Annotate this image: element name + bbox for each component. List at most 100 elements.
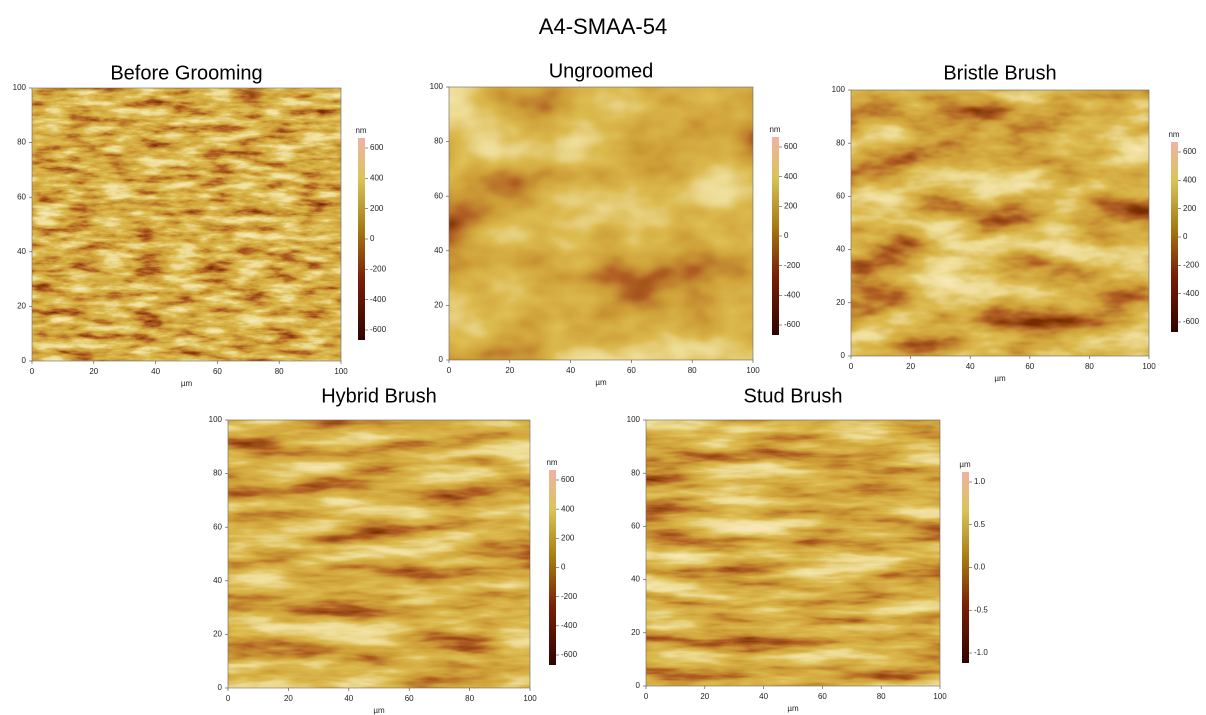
colorbar-tick-label: -0.5 (974, 605, 988, 614)
x-tick-label: 20 (284, 694, 293, 703)
x-tick-label: 20 (700, 692, 709, 701)
colorbar-unit: nm (1168, 130, 1179, 139)
y-tick-label: 20 (836, 298, 845, 307)
y-tick-label: 100 (627, 415, 641, 424)
panel-title: Ungroomed (549, 60, 654, 82)
colorbar-tick-label: -200 (561, 592, 578, 601)
panel-title: Hybrid Brush (321, 385, 437, 407)
colorbar-tick-label: -200 (370, 264, 387, 273)
colorbar-tick-label: 1.0 (974, 477, 986, 486)
y-tick-label: 40 (836, 245, 845, 254)
afm-image (32, 88, 341, 361)
x-tick-label: 0 (30, 367, 35, 376)
x-axis-label: µm (373, 706, 385, 715)
afm-image (851, 90, 1149, 356)
y-tick-label: 100 (832, 85, 846, 94)
colorbar-tick-label: 200 (370, 204, 384, 213)
colorbar (772, 137, 779, 335)
x-tick-label: 40 (966, 362, 975, 371)
y-tick-label: 20 (631, 628, 640, 637)
afm-panel: Bristle Brush 0 20 40 60 80 100 µm 0 20 40 60 80 100 n… (832, 62, 1200, 383)
colorbar-tick-label: -600 (561, 650, 578, 659)
colorbar-tick-label: 0 (1183, 232, 1188, 241)
x-tick-label: 40 (344, 694, 353, 703)
y-tick-label: 0 (439, 355, 444, 364)
afm-image (228, 420, 530, 688)
y-tick-label: 60 (434, 191, 443, 200)
colorbar-tick-label: 0 (784, 231, 789, 240)
y-tick-label: 20 (17, 302, 26, 311)
colorbar-tick-label: 400 (561, 504, 575, 513)
x-tick-label: 80 (1085, 362, 1094, 371)
panel-title: Before Grooming (110, 62, 262, 84)
x-tick-label: 40 (759, 692, 768, 701)
y-tick-label: 0 (22, 356, 27, 365)
x-tick-label: 60 (213, 367, 222, 376)
colorbar-tick-label: -400 (1183, 289, 1200, 298)
colorbar-tick-label: 0 (561, 563, 566, 572)
x-tick-label: 100 (746, 366, 760, 375)
colorbar-tick-label: 400 (784, 172, 798, 181)
afm-panel: Hybrid Brush 0 20 40 60 80 100 µm 0 20 40 60 80 100 nm… (209, 385, 578, 715)
afm-panel: Before Grooming 0 20 40 60 80 100 µm 0 20 40 60 80 10… (13, 62, 387, 388)
colorbar-tick-label: -200 (1183, 260, 1200, 269)
x-tick-label: 100 (1142, 362, 1156, 371)
y-tick-label: 20 (213, 630, 222, 639)
y-tick-label: 0 (636, 681, 641, 690)
plot-frame (448, 86, 754, 361)
x-axis-label: µm (181, 379, 193, 388)
x-tick-label: 80 (465, 694, 474, 703)
colorbar-tick-label: 600 (1183, 147, 1197, 156)
colorbar-unit: nm (355, 126, 366, 135)
y-tick-label: 100 (209, 415, 223, 424)
x-axis-label: µm (994, 374, 1006, 383)
y-tick-label: 40 (631, 575, 640, 584)
x-tick-label: 60 (1025, 362, 1034, 371)
y-tick-label: 100 (13, 83, 27, 92)
x-tick-label: 100 (933, 692, 947, 701)
y-tick-label: 60 (836, 192, 845, 201)
y-tick-label: 100 (430, 82, 444, 91)
y-tick-label: 0 (218, 683, 223, 692)
colorbar-unit: nm (546, 458, 557, 467)
y-tick-label: 60 (631, 522, 640, 531)
y-tick-label: 80 (17, 138, 26, 147)
x-tick-label: 80 (688, 366, 697, 375)
colorbar-tick-label: -400 (370, 295, 387, 304)
colorbar-unit: nm (769, 125, 780, 134)
afm-panel: Ungroomed 0 20 40 60 80 100 µm 0 20 40 60 80 100 nm 600… (430, 60, 801, 387)
colorbar (549, 470, 556, 665)
afm-image (449, 87, 753, 360)
x-tick-label: 0 (644, 692, 649, 701)
x-tick-label: 20 (89, 367, 98, 376)
y-tick-label: 80 (213, 469, 222, 478)
x-tick-label: 80 (275, 367, 284, 376)
colorbar-tick-label: 600 (784, 142, 798, 151)
x-tick-label: 80 (877, 692, 886, 701)
plot-frame (31, 87, 342, 362)
x-tick-label: 100 (334, 367, 348, 376)
colorbar-tick-label: -400 (561, 621, 578, 630)
x-tick-label: 60 (405, 694, 414, 703)
plot-frame (645, 419, 941, 687)
colorbar (962, 472, 969, 663)
afm-image (646, 420, 940, 686)
colorbar (358, 138, 365, 340)
colorbar-tick-label: 0.0 (974, 563, 986, 572)
y-tick-label: 60 (17, 192, 26, 201)
colorbar-tick-label: 200 (561, 533, 575, 542)
colorbar-tick-label: 200 (1183, 204, 1197, 213)
colorbar-tick-label: 200 (784, 201, 798, 210)
x-tick-label: 0 (849, 362, 854, 371)
x-tick-label: 100 (523, 694, 537, 703)
colorbar-tick-label: -600 (370, 325, 387, 334)
y-tick-label: 40 (434, 246, 443, 255)
panel-title: Bristle Brush (943, 62, 1056, 84)
figure-title: A4-SMAA-54 (539, 14, 667, 39)
panel-title: Stud Brush (744, 385, 843, 407)
x-tick-label: 20 (505, 366, 514, 375)
y-tick-label: 40 (17, 247, 26, 256)
y-tick-label: 80 (434, 137, 443, 146)
